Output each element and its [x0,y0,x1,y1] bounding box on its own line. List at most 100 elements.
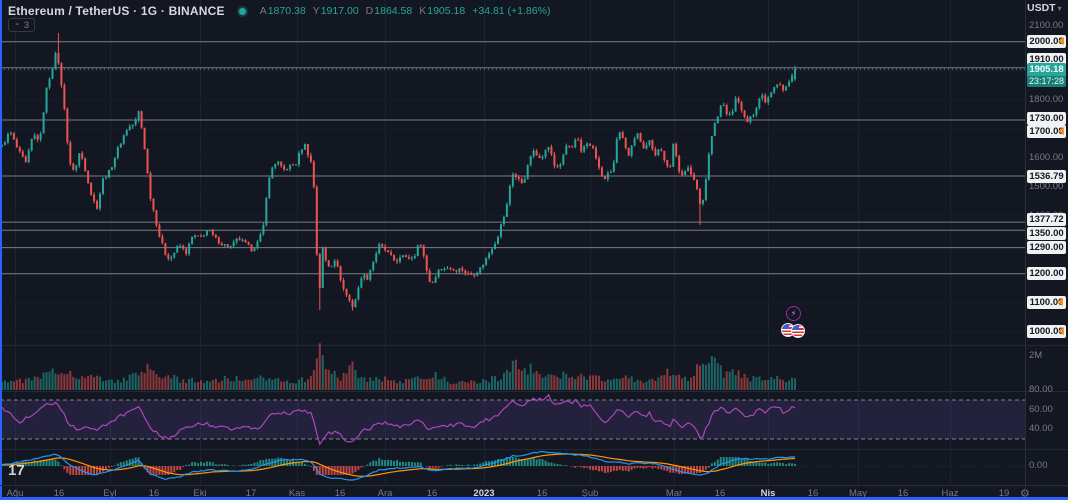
volume-bar [597,375,600,390]
macd-histogram-bar [722,457,725,466]
chevron-down-icon: ⌄ [14,18,21,27]
symbol-title[interactable]: Ethereum / TetherUS · 1G · BINANCE [8,4,225,18]
price-level-label[interactable]: 1730.00 [1027,111,1066,125]
candle-body [63,85,66,109]
alert-icon[interactable] [1053,298,1064,307]
candle-body [369,269,372,280]
volume-bar [407,379,410,390]
macd-histogram-bar [639,466,642,468]
volume-bar [779,379,782,390]
macd-histogram-bar [651,466,654,469]
price-level-label[interactable]: 1290.00 [1027,241,1066,255]
macd-histogram-bar [645,466,648,469]
volume-bar [737,370,740,390]
volume-bar [776,375,779,390]
indicators-collapse-chip[interactable]: ⌄ 3 [8,18,35,32]
macd-histogram-bar [621,466,624,471]
candle-body [764,95,767,103]
macd-histogram-bar [321,466,324,475]
candle-body [197,235,200,237]
volume-bar [312,370,315,390]
candle-body [740,102,743,111]
price-level-label[interactable]: 1377.72 [1027,212,1066,226]
candle-body [698,188,701,204]
volume-bar [755,377,758,390]
macd-histogram-bar [280,457,283,466]
price-axis[interactable]: 2100.001800.001600.001500.001400.002M0.0… [1025,0,1068,500]
macd-histogram-bar [678,466,681,475]
candle-body [675,143,678,156]
candle-body [250,244,253,252]
rsi-axis-label: 80.00 [1029,384,1053,396]
alert-icon[interactable] [1054,37,1064,46]
candle-body [485,258,488,265]
volume-bar [360,377,363,390]
price-level-label[interactable]: 1700.00 [1027,125,1066,139]
event-lightning-icon[interactable]: ⚡ [786,306,801,321]
volume-bar [265,380,268,390]
gear-icon[interactable]: ⚙ [1020,487,1030,500]
macd-histogram-bar [603,466,606,473]
volume-bar [256,377,259,390]
volume-bar [36,376,39,390]
volume-bar [767,379,770,390]
price-level-label[interactable]: 1200.00 [1027,267,1066,281]
macd-histogram-bar [580,466,583,468]
macd-histogram-bar [202,462,205,466]
candle-body [476,272,479,276]
candle-body [731,111,734,114]
volume-bar [523,368,526,390]
macd-histogram-bar [155,466,158,475]
macd-histogram-bar [295,461,298,466]
macd-histogram-bar [704,466,707,470]
macd-histogram-bar [176,466,179,470]
macd-histogram-bar [197,463,200,466]
candle-body [755,108,758,115]
candle-body [645,144,648,149]
currency-selector[interactable]: USDT ▾ [1027,2,1062,14]
candle-body [393,254,396,261]
price-level-label[interactable]: 1100.00 [1027,296,1066,310]
time-axis[interactable]: ⚙ Ağu 16 Eyl 16 Eki 17 Kas 16 Ara 16 2023 16 Şub Mar 1… [0,485,1068,500]
candle-body [589,143,592,146]
candle-body [292,164,295,166]
volume-bar [321,355,324,390]
candle-body [407,256,410,259]
macd-histogram-bar [416,462,419,466]
volume-bar [303,382,306,390]
macd-histogram-bar [170,466,173,473]
time-axis-label: 16 [536,488,548,499]
tradingview-logo[interactable]: 17 [8,462,25,479]
selected-vertical-line[interactable] [0,0,2,497]
price-level-label[interactable]: 2000.00 [1027,35,1066,49]
candle-body [149,173,152,199]
macd-histogram-bar [467,464,470,466]
macd-zero-label: 0.00 [1029,460,1048,471]
candle-body [12,133,15,140]
candle-body [60,63,63,86]
volume-bar [232,381,235,390]
candle-body [128,126,131,131]
macd-histogram-bar [164,466,167,475]
macd-histogram-bar [214,464,217,466]
macd-histogram-bar [583,466,586,469]
candle-body [663,150,666,161]
time-axis-label: May [849,488,867,499]
candle-body [609,171,612,173]
candle-body [238,238,241,241]
candle-body [639,133,642,142]
macd-histogram-bar [360,466,363,468]
candle-body [286,169,289,171]
alert-icon[interactable] [1054,127,1064,136]
last-price-label[interactable]: 1905.18 23:17:28 [1027,62,1066,87]
alert-icon[interactable] [1054,327,1064,336]
candle-body [330,266,333,268]
candle-body [179,245,182,247]
volume-bar [458,381,461,390]
candle-body [101,178,104,194]
price-level-label[interactable]: 1536.79 [1027,169,1066,183]
price-level-label[interactable]: 1350.00 [1027,226,1066,240]
price-level-label[interactable]: 1000.00 [1027,325,1066,339]
us-flag-event-icon[interactable] [791,324,805,338]
